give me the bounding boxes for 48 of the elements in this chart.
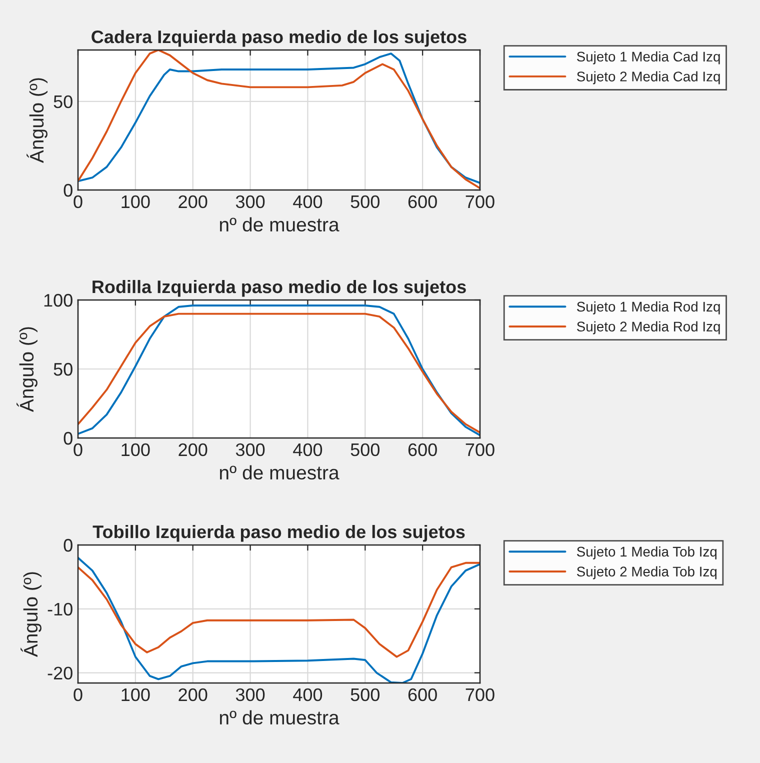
x-tick-label: 0 bbox=[74, 443, 82, 456]
x-tick-label: 300 bbox=[236, 688, 265, 702]
line-series bbox=[78, 562, 480, 658]
x-tick-label: 300 bbox=[236, 195, 265, 208]
y-tick-label: 0 bbox=[64, 184, 72, 197]
legend-label: Sujeto 1 Media Tob Izq bbox=[576, 546, 716, 560]
x-axis-title: nº de muestra bbox=[220, 465, 340, 480]
x-tick-label: 400 bbox=[293, 688, 322, 702]
x-tick-label: 700 bbox=[466, 443, 494, 456]
x-axis-title: nº de muestra bbox=[220, 710, 340, 725]
x-tick-label: 600 bbox=[408, 688, 437, 702]
y-tick-label: 0 bbox=[64, 538, 72, 552]
x-tick-label: 200 bbox=[178, 688, 208, 702]
legend-label: Sujeto 1 Media Cad Izq bbox=[576, 51, 720, 64]
x-tick-label: 100 bbox=[122, 688, 150, 702]
x-tick-label: 400 bbox=[293, 443, 322, 456]
chart-title: Tobillo Izquierda paso medio de los sujetos bbox=[92, 524, 465, 542]
x-tick-label: 700 bbox=[466, 195, 494, 208]
x-tick-label: 200 bbox=[178, 195, 208, 208]
y-axis-title: Ángulo (º) bbox=[20, 572, 42, 657]
x-tick-label: 0 bbox=[74, 195, 82, 208]
x-tick-label: 500 bbox=[350, 443, 380, 456]
y-tick-label: 50 bbox=[54, 95, 72, 108]
y-axis-title: Ángulo (º) bbox=[26, 78, 48, 163]
chart-title: Cadera Izquierda paso medio de los sujetos bbox=[92, 30, 466, 47]
y-tick-label: -20 bbox=[48, 666, 72, 680]
y-tick-label: -10 bbox=[48, 602, 72, 616]
chart-title: Rodilla Izquierda paso medio de los sujetos bbox=[92, 280, 466, 297]
x-tick-label: 100 bbox=[122, 195, 150, 208]
x-tick-label: 0 bbox=[74, 688, 82, 702]
x-tick-label: 500 bbox=[350, 195, 380, 208]
x-tick-label: 100 bbox=[122, 443, 150, 456]
x-tick-label: 600 bbox=[408, 195, 437, 208]
x-tick-label: 700 bbox=[466, 688, 494, 702]
y-tick-label: 50 bbox=[54, 362, 72, 376]
x-tick-label: 600 bbox=[408, 443, 437, 456]
x-tick-label: 200 bbox=[178, 443, 208, 456]
x-tick-label: 400 bbox=[293, 195, 322, 208]
legend-label: Sujeto 2 Media Cad Izq bbox=[576, 71, 720, 84]
legend-label: Sujeto 2 Media Rod Izq bbox=[576, 321, 720, 334]
y-tick-label: 100 bbox=[44, 294, 72, 307]
y-tick-label: 0 bbox=[64, 432, 72, 445]
legend-label: Sujeto 2 Media Tob Izq bbox=[576, 566, 716, 580]
legend-label: Sujeto 1 Media Rod Izq bbox=[576, 301, 720, 314]
x-tick-label: 500 bbox=[350, 688, 380, 702]
y-axis-title: Ángulo (º) bbox=[16, 327, 38, 412]
x-tick-label: 300 bbox=[236, 443, 265, 456]
x-axis-title: nº de muestra bbox=[220, 217, 340, 232]
